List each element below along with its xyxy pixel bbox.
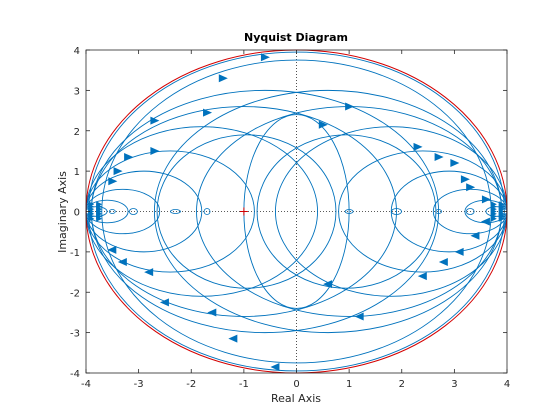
y-tick-label-7: 3 [74, 86, 80, 97]
direction-arrow-25 [417, 272, 427, 281]
direction-arrow-27 [454, 247, 464, 256]
nyquist-small-loop-6 [435, 209, 442, 214]
nyquist-curve-0-7 [275, 126, 507, 297]
y-axis-label: Imaginary Axis [56, 171, 69, 253]
nyquist-small-loop-5 [391, 208, 402, 215]
direction-arrow-23 [323, 280, 333, 289]
direction-arrow-6 [113, 167, 123, 176]
direction-arrow-19 [159, 298, 169, 307]
y-tick-label-6: 2 [74, 127, 80, 138]
y-tick-label-3: -1 [70, 248, 80, 259]
direction-arrow-7 [108, 177, 118, 186]
plot-area: -4 -3 -2 -1 0 1 2 3 4 -4 -3 -2 -1 0 1 2 3 4 [70, 46, 510, 390]
direction-arrow-2 [203, 108, 213, 117]
x-tick-label-8: 4 [504, 379, 510, 390]
y-tick-label-1: -3 [70, 329, 80, 340]
cluster-arrow-0-6 [88, 201, 95, 208]
nyquist-small-loop-2 [170, 209, 181, 214]
y-tick-label-4: 0 [74, 208, 80, 219]
nyquist-curve-0-19 [156, 134, 337, 289]
direction-arrow-21 [117, 257, 127, 266]
cluster-arrow-2-6 [490, 201, 497, 208]
direction-arrow-0 [260, 53, 270, 62]
direction-arrow-10 [413, 142, 423, 151]
direction-arrow-3 [150, 116, 160, 125]
direction-arrow-28 [470, 231, 480, 240]
direction-arrow-29 [480, 217, 490, 226]
x-tick-label-6: 2 [399, 379, 405, 390]
direction-arrow-26 [438, 257, 448, 266]
nyquist-curve-0-14 [86, 199, 129, 224]
nyquist-curve-0-8 [86, 150, 255, 273]
y-tick-label-0: -4 [70, 369, 80, 380]
y-tick-label-8: 4 [74, 46, 80, 57]
direction-arrow-20 [144, 268, 154, 277]
direction-arrow-11 [434, 152, 444, 161]
direction-arrow-22 [107, 245, 117, 254]
direction-arrow-8 [318, 120, 328, 129]
x-tick-label-0: -4 [81, 379, 91, 390]
direction-arrow-12 [450, 159, 460, 168]
nyquist-small-loop-3 [203, 208, 211, 215]
direction-arrow-13 [460, 175, 470, 184]
direction-arrow-1 [218, 74, 228, 83]
cluster-arrow-1-6 [96, 201, 103, 208]
nyquist-curve-0-6 [86, 126, 318, 297]
cluster-arrow-3-6 [498, 201, 505, 208]
x-axis-label: Real Axis [271, 392, 321, 405]
direction-arrow-5 [124, 152, 134, 161]
nyquist-small-loop-0 [108, 209, 116, 214]
nyquist-small-loop-7 [465, 208, 475, 215]
direction-arrow-18 [207, 308, 217, 317]
y-tick-label-2: -2 [70, 288, 80, 299]
x-tick-label-7: 3 [451, 379, 457, 390]
nyquist-small-loop-1 [128, 208, 138, 215]
nyquist-small-loop-4 [344, 209, 354, 214]
direction-arrow-17 [228, 334, 238, 343]
direction-arrow-15 [481, 195, 491, 204]
x-tick-label-3: -1 [239, 379, 249, 390]
nyquist-curves [86, 51, 507, 372]
direction-arrow-14 [466, 183, 476, 192]
x-tick-label-4: 0 [293, 379, 299, 390]
x-tick-label-1: -3 [134, 379, 144, 390]
direction-arrow-4 [150, 146, 160, 155]
nyquist-curve-0-10 [86, 170, 203, 253]
x-tick-label-2: -2 [186, 379, 196, 390]
y-tick-label-5: 1 [74, 167, 80, 178]
chart-title: Nyquist Diagram [244, 31, 348, 44]
direction-arrow-24 [354, 312, 364, 321]
nyquist-curve-0-12 [86, 188, 161, 235]
direction-arrow-16 [270, 362, 280, 371]
x-tick-label-5: 1 [346, 379, 352, 390]
direction-arrow-9 [345, 102, 355, 111]
